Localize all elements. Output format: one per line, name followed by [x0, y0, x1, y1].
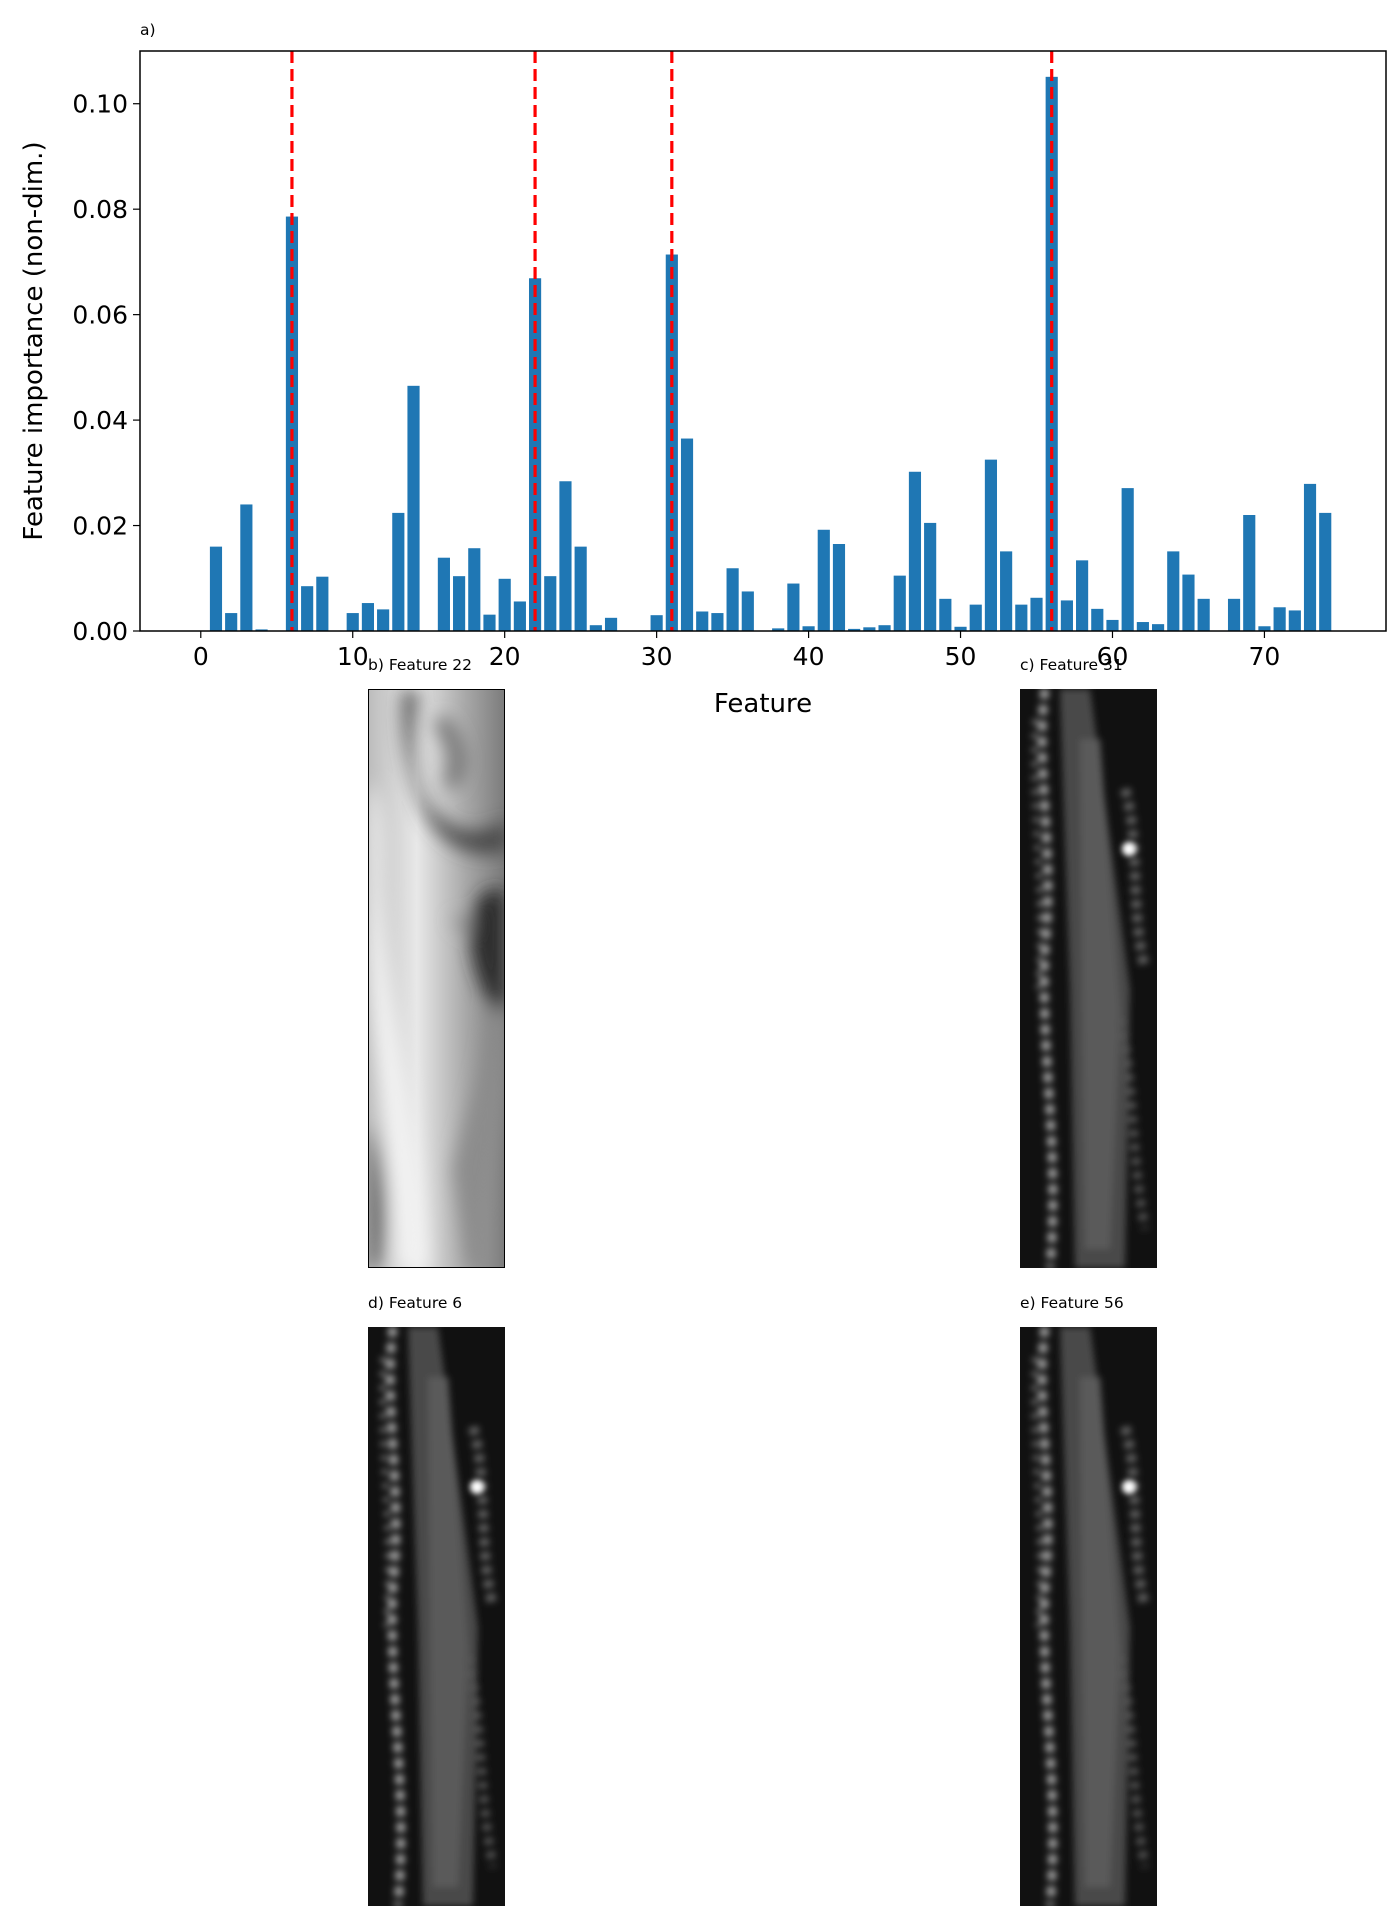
y-tick-label: 0.06 [72, 301, 128, 330]
bar-feature-74 [1319, 512, 1332, 631]
bar-feature-11 [361, 603, 375, 631]
bar-feature-39 [787, 583, 800, 631]
bar-feature-14 [407, 385, 420, 631]
bar-feature-41 [817, 529, 830, 631]
bar-feature-23 [544, 576, 557, 631]
bar-feature-24 [559, 481, 572, 631]
bar-feature-63 [1151, 624, 1165, 631]
bar-feature-45 [878, 625, 891, 631]
bar-feature-25 [574, 546, 587, 631]
bar-feature-61 [1121, 488, 1134, 631]
x-tick-label: 30 [641, 642, 673, 671]
bar-feature-62 [1136, 622, 1149, 631]
bar-feature-36 [741, 591, 754, 631]
feature-22-image [368, 689, 505, 1268]
y-tick-label: 0.08 [72, 195, 128, 224]
bar-feature-4 [255, 629, 268, 631]
bar-feature-54 [1015, 604, 1028, 631]
bar-feature-19 [483, 614, 496, 631]
bar-feature-51 [969, 604, 982, 631]
bar-feature-1 [209, 546, 223, 631]
bar-feature-71 [1273, 607, 1286, 631]
panel-e-title: e) Feature 56 [1020, 1294, 1124, 1312]
x-tick-label: 0 [193, 642, 209, 671]
bar-feature-57 [1060, 600, 1073, 631]
feature-56-image [1020, 1327, 1157, 1906]
bar-feature-43 [848, 628, 861, 631]
feature-31-image [1020, 689, 1157, 1268]
y-tick-label: 0.00 [72, 617, 128, 646]
x-tick-label: 40 [793, 642, 825, 671]
bar-feature-30 [650, 615, 663, 631]
bar-feature-42 [832, 544, 846, 631]
bar-feature-18 [468, 548, 481, 631]
bar-feature-10 [346, 613, 359, 631]
y-tick-label: 0.02 [72, 512, 128, 541]
bar-feature-17 [453, 576, 466, 631]
x-tick-label: 20 [489, 642, 521, 671]
bar-feature-8 [316, 576, 329, 631]
bar-feature-73 [1303, 483, 1317, 631]
panel-c-title: c) Feature 31 [1020, 656, 1123, 674]
bar-feature-38 [772, 628, 785, 631]
bar-feature-34 [711, 613, 724, 631]
bar-feature-44 [863, 627, 876, 631]
bar-feature-31 [665, 254, 678, 631]
panel-b-title: b) Feature 22 [368, 656, 473, 674]
bar-feature-2 [225, 613, 238, 631]
x-tick-label: 70 [1249, 642, 1281, 671]
bars-group [209, 76, 1332, 631]
bar-feature-12 [377, 609, 390, 631]
x-tick-label: 60 [1097, 642, 1129, 671]
bar-feature-46 [893, 575, 906, 631]
bar-feature-13 [392, 512, 405, 631]
panel-a-label: a) [140, 21, 156, 39]
bar-feature-65 [1182, 574, 1195, 631]
bar-feature-16 [437, 557, 450, 631]
bar-feature-20 [498, 578, 511, 631]
bar-feature-27 [604, 617, 618, 631]
bar-feature-52 [984, 459, 998, 631]
y-tick-label: 0.10 [72, 90, 128, 119]
bar-feature-35 [726, 568, 739, 631]
bar-feature-72 [1288, 610, 1301, 631]
plot-frame [139, 50, 1387, 632]
highlight-lines-group [290, 51, 1054, 631]
y-ticks-group: 0.00 0.02 0.04 0.06 0.08 0.10 [72, 90, 140, 646]
bar-feature-49 [939, 598, 952, 631]
bar-feature-56 [1045, 76, 1058, 631]
x-ticks-group: 0 10 20 30 40 50 60 70 [193, 631, 1281, 671]
bar-feature-58 [1076, 560, 1089, 631]
panel-d-title: d) Feature 6 [368, 1294, 463, 1312]
bar-feature-47 [908, 471, 922, 631]
bar-feature-59 [1091, 608, 1104, 631]
bar-feature-48 [924, 522, 937, 631]
bar-feature-50 [954, 626, 967, 631]
bar-feature-64 [1167, 551, 1180, 631]
bar-feature-26 [589, 625, 602, 631]
feature-6-image [368, 1327, 505, 1906]
y-axis-label: Feature importance (non-dim.) [19, 141, 49, 540]
bar-feature-60 [1106, 619, 1119, 631]
bar-feature-53 [1000, 551, 1013, 631]
x-tick-label: 10 [337, 642, 369, 671]
x-tick-label: 50 [945, 642, 977, 671]
bar-feature-70 [1258, 626, 1271, 631]
bar-feature-68 [1227, 598, 1241, 631]
bar-feature-6 [285, 216, 299, 631]
y-tick-label: 0.04 [72, 406, 128, 435]
bar-feature-55 [1030, 597, 1043, 631]
bar-feature-40 [802, 626, 815, 631]
bar-feature-69 [1243, 515, 1256, 631]
bar-feature-3 [240, 504, 253, 631]
bar-feature-7 [301, 586, 314, 631]
bar-feature-32 [680, 438, 694, 631]
bar-feature-33 [696, 611, 709, 631]
bar-feature-21 [513, 601, 526, 631]
x-axis-label: Feature [714, 689, 812, 719]
bar-feature-66 [1197, 598, 1210, 631]
